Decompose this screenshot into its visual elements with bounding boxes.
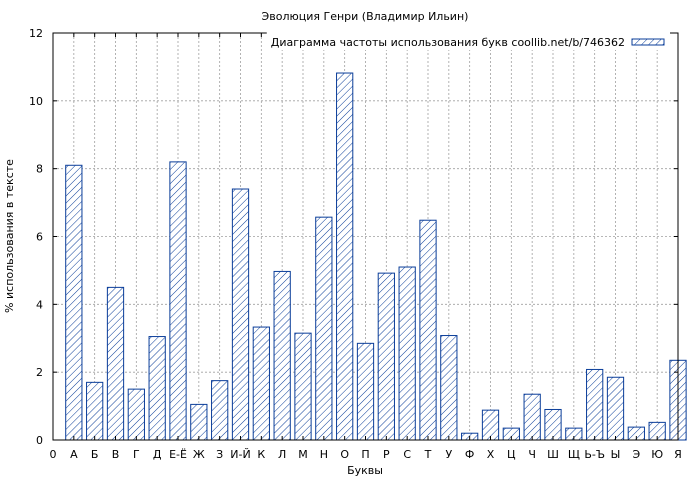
legend: Диаграмма частоты использования букв coo… xyxy=(266,31,670,50)
x-tick-label: И-Й xyxy=(230,448,250,461)
bar-Ш xyxy=(544,408,562,441)
x-tick-label: Т xyxy=(424,448,432,461)
x-tick-label: Н xyxy=(320,448,328,461)
legend-background xyxy=(266,31,670,50)
x-tick-label: Д xyxy=(153,448,162,461)
bar-Д xyxy=(148,336,166,441)
y-tick-label: 2 xyxy=(36,366,43,379)
x-tick-label: О xyxy=(340,448,349,461)
x-tick-label: Щ xyxy=(568,448,580,461)
x-tick-label: П xyxy=(361,448,369,461)
x-tick-label: С xyxy=(403,448,411,461)
x-tick-label: Ы xyxy=(611,448,621,461)
bar-Б xyxy=(86,381,104,441)
y-tick-label: 4 xyxy=(36,298,43,311)
x-tick-label: Е-Ё xyxy=(169,448,187,461)
bar-Ь-Ъ xyxy=(586,368,604,441)
x-tick-label: К xyxy=(257,448,265,461)
x-tick-label: Ж xyxy=(193,448,205,461)
x-tick-label: Р xyxy=(383,448,390,461)
bar-Х xyxy=(481,409,500,441)
bars xyxy=(65,72,687,441)
bar-С xyxy=(398,266,416,441)
bar-А xyxy=(65,164,83,441)
x-tick-label: А xyxy=(70,448,78,461)
bar-К xyxy=(252,326,270,441)
bar-Т xyxy=(419,219,437,441)
y-axis-title: % использования в тексте xyxy=(3,159,16,313)
y-tick-label: 12 xyxy=(29,27,43,40)
x-tick-label: 0 xyxy=(50,448,57,461)
x-tick-label: Э xyxy=(632,448,640,461)
bar-Ч xyxy=(523,393,541,441)
x-axis-title: Буквы xyxy=(347,464,383,477)
x-tick-label: Ч xyxy=(528,448,536,461)
bar-М xyxy=(294,332,312,441)
x-tick-label: Ш xyxy=(547,448,559,461)
legend-swatch xyxy=(631,38,665,46)
x-tick-label: Ь-Ъ xyxy=(584,448,605,461)
x-tick-label: З xyxy=(216,448,223,461)
x-tick-label: Б xyxy=(91,448,99,461)
grid xyxy=(53,33,679,440)
bar-З xyxy=(211,380,229,441)
bar-У xyxy=(440,335,458,441)
x-tick-label: Я xyxy=(674,448,682,461)
x-tick-label: Х xyxy=(487,448,495,461)
x-tick-label: М xyxy=(298,448,308,461)
x-tick-label: У xyxy=(445,448,452,461)
bar-Ы xyxy=(606,376,625,441)
bar-Р xyxy=(377,272,395,441)
bar-И-Й xyxy=(231,188,250,441)
x-tick-label: Ю xyxy=(651,448,663,461)
x-tick-label: Л xyxy=(278,448,286,461)
x-tick-label: Ц xyxy=(507,448,516,461)
x-tick-label: В xyxy=(112,448,120,461)
x-axis: 0 А Б В Г Д Е-Ё Ж З И-Й К Л М Н О П Р С Т У Ф Х Ц Ч Ш Щ Ь-Ъ Ы Э Ю Я xyxy=(50,33,682,461)
y-tick-label: 6 xyxy=(36,231,43,244)
y-tick-label: 0 xyxy=(36,434,43,447)
bar-Г xyxy=(127,388,145,441)
x-tick-label: Ф xyxy=(465,448,474,461)
bar-В xyxy=(106,286,125,441)
legend-label: Диаграмма частоты использования букв coo… xyxy=(271,36,625,49)
y-tick-label: 8 xyxy=(36,163,43,176)
x-tick-label: Г xyxy=(133,448,140,461)
y-tick-label: 10 xyxy=(29,95,43,108)
bar-Л xyxy=(273,270,291,441)
bar-Ж xyxy=(190,403,208,441)
y-axis: 0 2 4 6 8 10 12 xyxy=(29,27,678,447)
bar-Е-Ё xyxy=(169,161,187,441)
bar-Н xyxy=(315,216,333,441)
bar-П xyxy=(356,342,375,441)
chart-title: Эволюция Генри (Владимир Ильин) xyxy=(262,10,469,23)
bar-О xyxy=(336,72,354,441)
